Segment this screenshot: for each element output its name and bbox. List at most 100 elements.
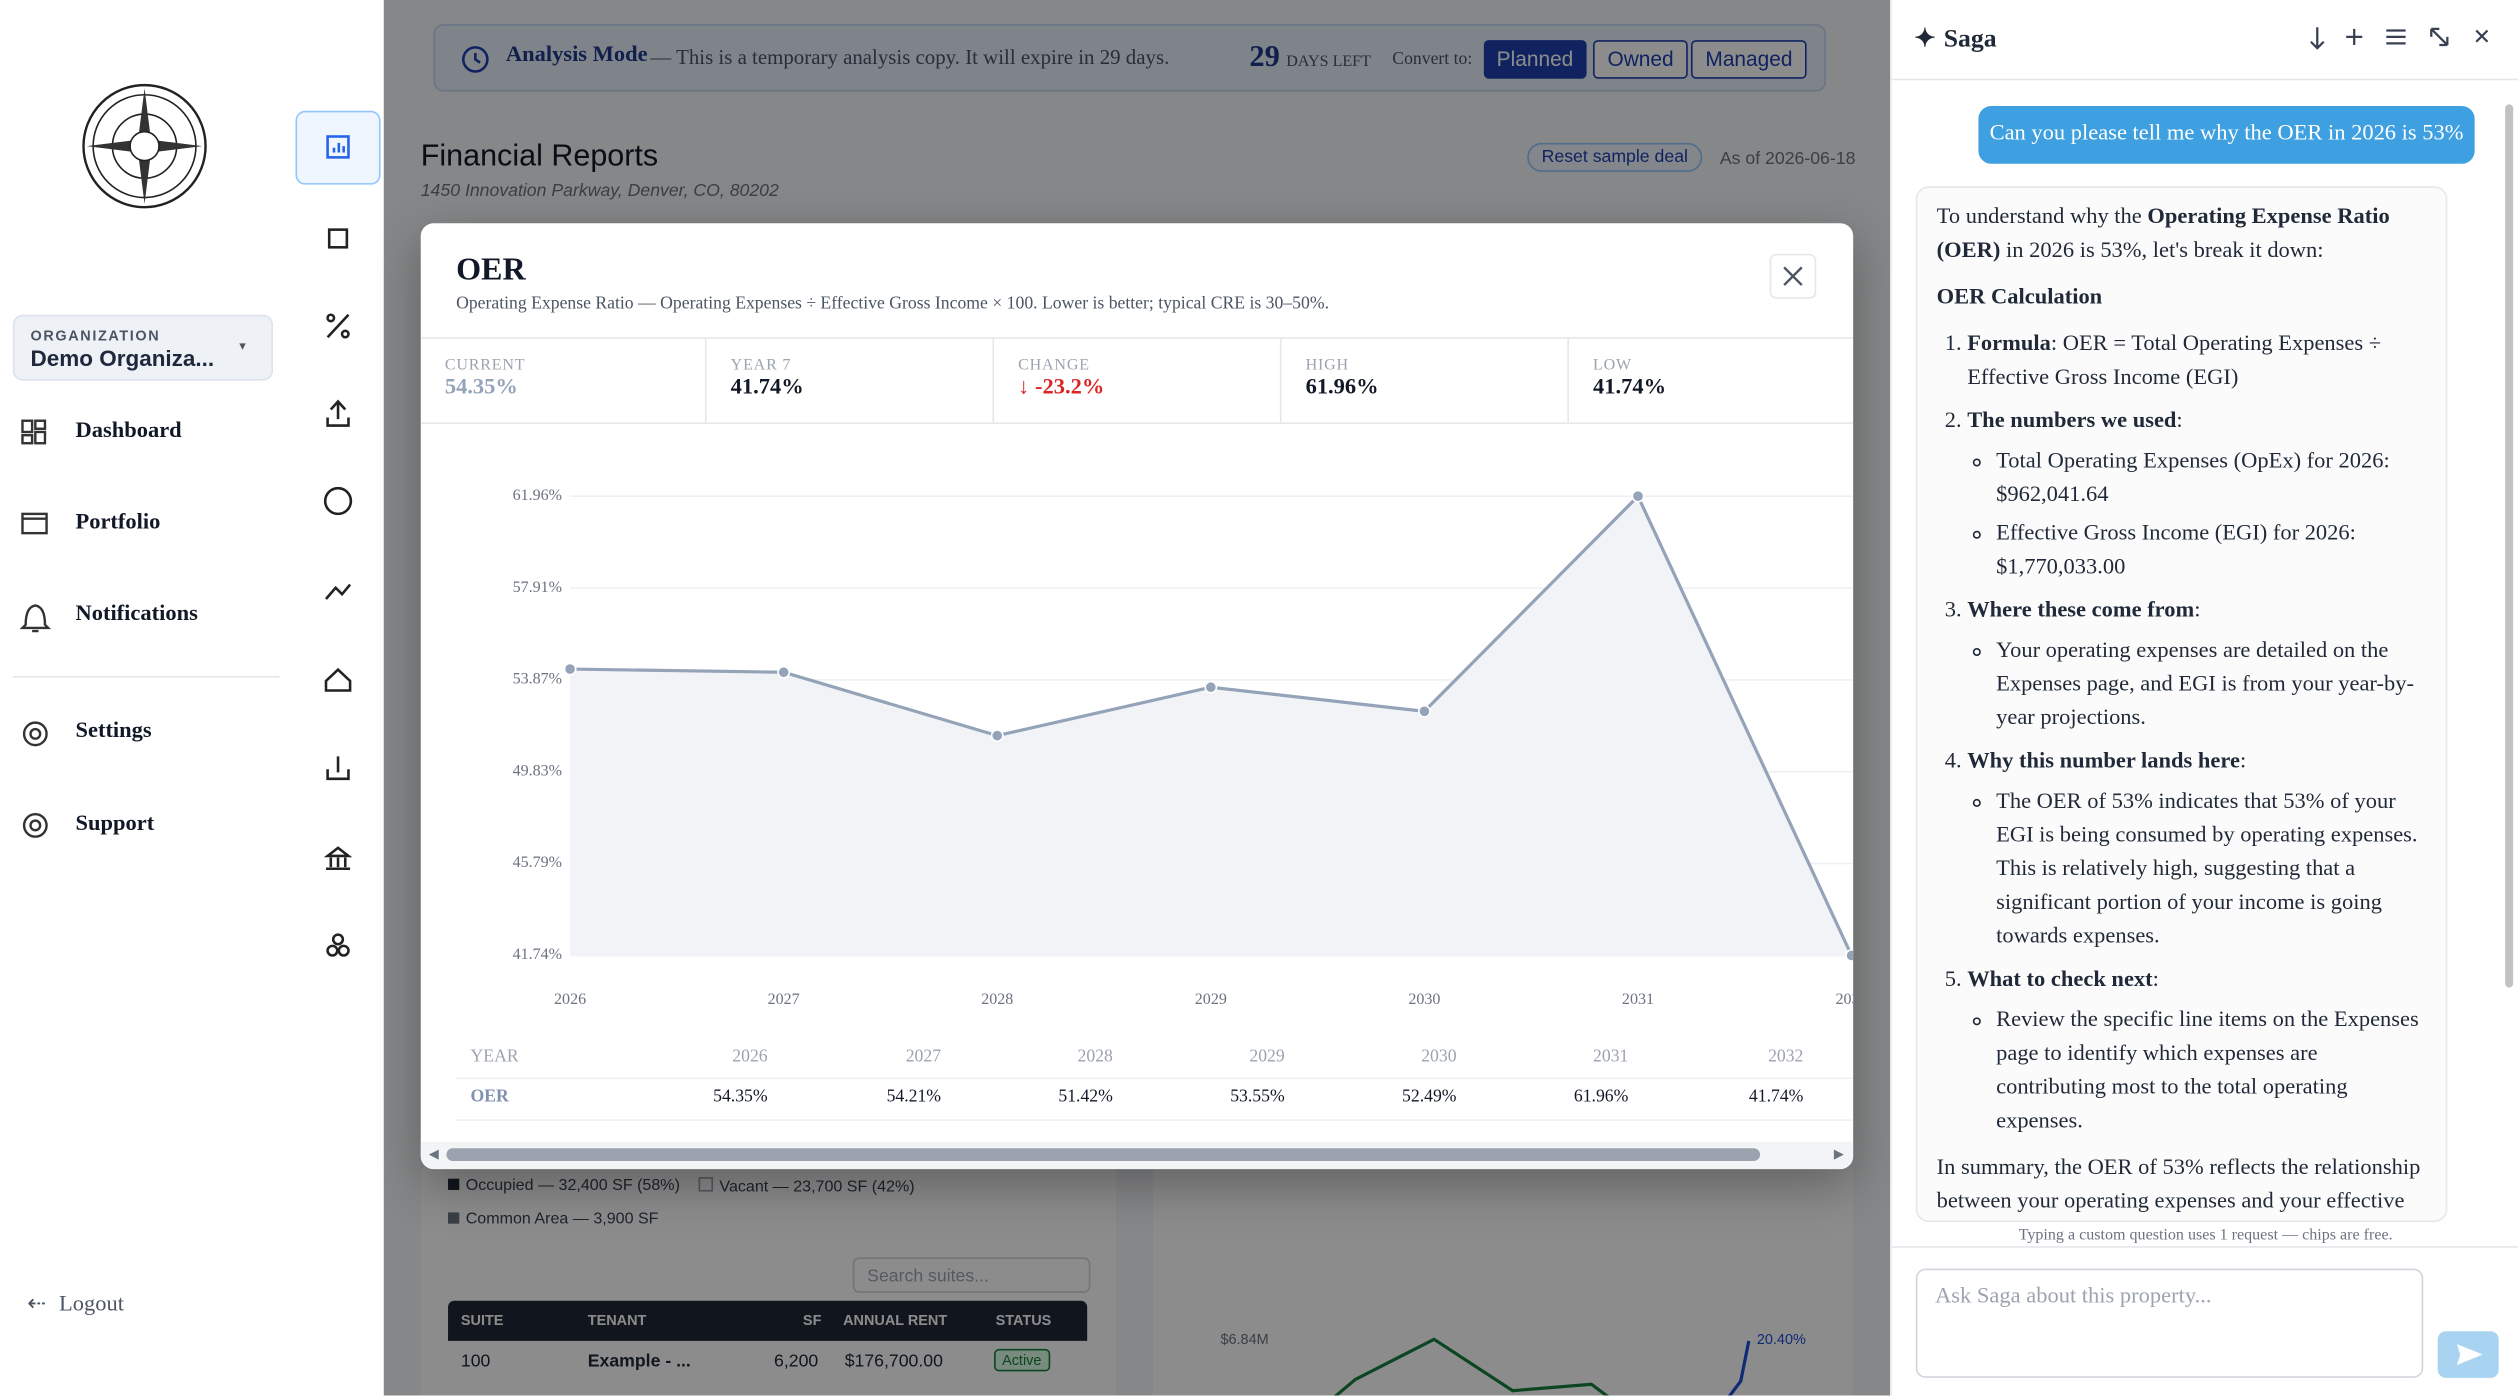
logout-label: Logout xyxy=(58,1292,124,1317)
nav-portfolio[interactable]: Portfolio xyxy=(75,510,161,535)
step-title: The numbers we used xyxy=(1967,409,2177,434)
reset-button[interactable]: Reset sample deal xyxy=(1527,142,1703,172)
y-tick-label: 41.74% xyxy=(513,946,562,963)
bullet: Your operating expenses are detailed on … xyxy=(1996,634,2426,735)
chat-input[interactable]: Ask Saga about this property... xyxy=(1915,1268,2424,1378)
x-tick-label: 2032 xyxy=(1836,991,1854,1008)
msg-scrollbar[interactable] xyxy=(2502,88,2515,1212)
msg-scroll-thumb[interactable] xyxy=(2505,104,2514,988)
text-bold: Operating Expense Ratio (OER) xyxy=(1936,205,2390,264)
bullet: Review the specific line items on the Ex… xyxy=(1996,1004,2426,1139)
point xyxy=(777,665,791,679)
legend-text: Occupied — 32,400 SF (58%) xyxy=(465,1177,680,1195)
managed-button[interactable]: Managed xyxy=(1690,40,1807,79)
td: 6,200 xyxy=(774,1352,819,1372)
status-badge: Active xyxy=(994,1348,1050,1372)
close-button[interactable] xyxy=(1769,253,1817,299)
trend-card xyxy=(1153,1164,1854,1396)
th: SUITE xyxy=(460,1311,504,1329)
user-message: Can you please tell me why the OER in 20… xyxy=(1978,105,2475,164)
table-cell: 61.96% xyxy=(1573,1087,1629,1107)
bullets: Total Operating Expenses (OpEx) for 2026… xyxy=(1967,445,2426,585)
x-tick-label: 2030 xyxy=(1408,991,1440,1008)
stat-value: ↓ -23.2% xyxy=(1018,375,1105,400)
text: in 2026 is 53%, let's break it down: xyxy=(2000,239,2324,264)
row-line xyxy=(456,1119,1854,1121)
scroll-right[interactable]: ▶ xyxy=(1833,1146,1844,1162)
mode-label: Analysis Mode xyxy=(505,43,648,68)
table-cell: 51.42% xyxy=(1058,1087,1113,1107)
td: $176,700.00 xyxy=(844,1352,943,1372)
x-tick-label: 2027 xyxy=(768,991,800,1008)
step-text: : xyxy=(2194,598,2201,624)
icon-rail xyxy=(293,0,386,1396)
table-cell: 54.35% xyxy=(713,1087,768,1107)
point xyxy=(1417,704,1431,718)
oer-table: YEAR 2026 2027 2028 2029 2030 2031 2032 OER 54.35… xyxy=(421,1034,1854,1122)
chart-label: $6.84M xyxy=(1220,1331,1269,1348)
stat-value: 61.96% xyxy=(1305,375,1379,400)
table-header: 2026 xyxy=(732,1047,768,1067)
step: Why this number lands here: The OER of 53… xyxy=(1967,745,2426,954)
nav-settings[interactable]: Settings xyxy=(75,719,152,744)
step-text: : xyxy=(2152,968,2159,993)
scroll-left[interactable]: ◀ xyxy=(428,1146,439,1162)
modal-subtitle: Operating Expense Ratio — Operating Expe… xyxy=(456,293,1329,314)
stat-value: 41.74% xyxy=(730,375,804,400)
point xyxy=(563,662,577,676)
planned-button[interactable]: Planned xyxy=(1483,40,1587,79)
table-header: 2032 xyxy=(1768,1047,1804,1067)
clock-icon xyxy=(462,46,489,73)
suite-search[interactable]: Search suites... xyxy=(852,1257,1091,1293)
legend-common: Common Area — 3,900 SF xyxy=(448,1211,659,1228)
divider xyxy=(12,676,280,678)
area xyxy=(570,496,1852,956)
logo xyxy=(82,83,207,209)
stat-label: YEAR 7 xyxy=(730,356,792,375)
chart-label: 20.40% xyxy=(1756,1331,1806,1348)
scrollbar[interactable]: ◀ ▶ xyxy=(420,1141,1854,1170)
table-cell: OER xyxy=(470,1087,509,1107)
legend-text: Vacant — 23,700 SF (42%) xyxy=(719,1178,915,1197)
table-cell: 53.55% xyxy=(1230,1087,1285,1107)
table-header: 2027 xyxy=(905,1047,942,1067)
step-title: Where these come from xyxy=(1967,598,2195,624)
y-tick-label: 53.87% xyxy=(513,671,562,688)
bullets: Your operating expenses are detailed on … xyxy=(1967,634,2426,735)
bullet: Effective Gross Income (EGI) for 2026: $… xyxy=(1996,517,2426,584)
background-lines xyxy=(1333,1337,1751,1396)
org-name: Demo Organiza... xyxy=(30,345,215,371)
bullets: The OER of 53% indicates that 53% of you… xyxy=(1967,785,2426,954)
org-selector[interactable]: ORGANIZATION Demo Organiza... ▾ xyxy=(12,314,273,381)
scroll-thumb[interactable] xyxy=(446,1148,1761,1162)
stat-label: CHANGE xyxy=(1018,356,1090,375)
saga-title: Saga xyxy=(1943,25,1997,53)
chevron: ▾ xyxy=(239,338,246,354)
nav-notifications[interactable]: Notifications xyxy=(75,602,198,627)
table-header: 2030 xyxy=(1421,1047,1457,1067)
days-label: DAYS LEFT xyxy=(1286,52,1371,71)
th: ANNUAL RENT xyxy=(843,1311,948,1329)
table-header: 2028 xyxy=(1077,1047,1113,1067)
logout[interactable]: ⇠ Logout xyxy=(27,1292,124,1317)
stat-label: CURRENT xyxy=(444,356,526,375)
bullet: The OER of 53% indicates that 53% of you… xyxy=(1996,785,2426,954)
table-header: YEAR xyxy=(470,1047,519,1067)
step: The numbers we used: Total Operating Expe… xyxy=(1967,405,2426,585)
header-actions[interactable] xyxy=(2293,22,2502,54)
nav-support[interactable]: Support xyxy=(75,812,155,837)
point xyxy=(990,729,1004,743)
oer-chart: 41.74% 45.79% 49.83% 53.87% 57.91% 61.96% 2026… xyxy=(513,487,1854,1008)
nav-dashboard[interactable]: Dashboard xyxy=(75,419,182,444)
stat-value: 54.35% xyxy=(444,375,518,400)
step-text: : xyxy=(2239,749,2247,775)
analysis-banner: Analysis Mode — This is a temporary anal… xyxy=(433,24,1826,92)
x-tick-label: 2031 xyxy=(1622,991,1654,1008)
suite-table-header: SUITE TENANT SF ANNUAL RENT STATUS xyxy=(448,1300,1088,1341)
send-button[interactable] xyxy=(2437,1331,2499,1378)
stat-label: HIGH xyxy=(1305,356,1349,375)
owned-button[interactable]: Owned xyxy=(1593,40,1689,79)
point xyxy=(1204,680,1218,694)
td: Example - ... xyxy=(587,1352,691,1372)
x-tick-label: 2028 xyxy=(981,991,1013,1008)
